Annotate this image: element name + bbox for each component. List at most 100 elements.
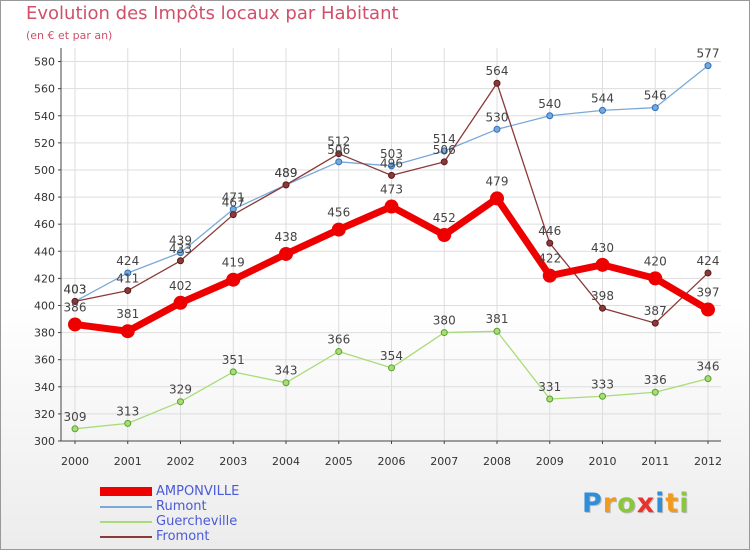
data-label-rumont: 403 (64, 282, 87, 296)
x-tick-label: 2000 (61, 455, 89, 468)
data-point-fromont (546, 239, 554, 247)
data-label-fromont: 403 (64, 282, 87, 296)
data-point-guercheville (493, 327, 501, 335)
data-point-fromont (651, 319, 659, 327)
data-point-rumont (177, 249, 184, 257)
data-label-rumont: 546 (644, 89, 667, 103)
data-label-amponville: 438 (275, 230, 298, 244)
y-tick-label: 500 (34, 164, 55, 177)
data-label-guercheville: 351 (222, 353, 245, 367)
data-label-fromont: 467 (222, 196, 245, 210)
chart-subtitle: (en € et par an) (26, 29, 113, 42)
data-label-fromont: 387 (644, 304, 667, 318)
data-point-guercheville (388, 364, 395, 372)
data-label-guercheville: 381 (486, 312, 509, 326)
data-point-guercheville (599, 392, 606, 400)
data-label-rumont: 424 (116, 254, 139, 268)
data-point-fromont (177, 257, 184, 265)
y-tick-label: 340 (34, 381, 55, 394)
data-label-fromont: 424 (697, 254, 720, 268)
data-point-amponville (120, 324, 135, 339)
data-label-guercheville: 380 (433, 314, 456, 328)
legend-swatch (100, 520, 152, 523)
data-label-guercheville: 366 (327, 333, 350, 347)
legend-item-guercheville: Guercheville (100, 514, 239, 529)
data-point-amponville (701, 302, 715, 317)
data-point-rumont (546, 112, 554, 120)
x-tick-label: 2001 (114, 455, 142, 468)
data-label-guercheville: 331 (538, 380, 561, 394)
data-point-guercheville (704, 375, 712, 383)
y-tick-label: 540 (34, 110, 55, 123)
data-point-rumont (440, 147, 448, 155)
data-point-rumont (493, 125, 501, 133)
data-point-amponville (68, 317, 82, 332)
x-tick-label: 2006 (378, 455, 406, 468)
y-tick-label: 520 (34, 137, 55, 150)
data-label-guercheville: 354 (380, 349, 403, 363)
x-tick-label: 2002 (167, 455, 195, 468)
logo-letter: i (679, 488, 690, 519)
x-tick-label: 2003 (219, 455, 247, 468)
data-label-amponville: 479 (486, 174, 509, 188)
data-point-fromont (229, 211, 237, 219)
data-point-fromont (388, 171, 395, 179)
logo-letter: r (602, 488, 618, 519)
data-point-fromont (71, 297, 79, 305)
data-label-guercheville: 343 (275, 364, 298, 378)
data-label-guercheville: 346 (697, 360, 720, 374)
y-tick-label: 320 (34, 408, 55, 421)
data-label-rumont: 514 (433, 132, 456, 146)
y-tick-label: 480 (34, 191, 55, 204)
data-label-fromont: 489 (275, 166, 298, 180)
legend-label: Guercheville (156, 514, 238, 529)
data-point-rumont (124, 269, 132, 277)
data-label-amponville: 456 (327, 206, 350, 220)
data-point-guercheville (124, 419, 132, 427)
data-point-amponville (542, 268, 557, 283)
data-label-rumont: 544 (591, 91, 614, 105)
data-point-fromont (493, 79, 501, 87)
logo-letter: i (655, 488, 666, 519)
data-label-fromont: 433 (169, 242, 192, 256)
data-label-rumont: 471 (222, 190, 245, 204)
data-label-fromont: 496 (380, 156, 403, 170)
data-label-fromont: 411 (116, 272, 139, 286)
data-point-guercheville (440, 329, 448, 337)
data-label-guercheville: 333 (591, 377, 614, 391)
data-point-amponville (595, 257, 610, 272)
logo-letter: x (636, 488, 656, 519)
data-label-amponville: 386 (64, 300, 87, 314)
data-point-rumont (651, 104, 659, 112)
data-label-fromont: 564 (486, 64, 509, 78)
y-tick-label: 560 (34, 83, 55, 96)
data-label-fromont: 512 (327, 135, 350, 149)
data-point-amponville (279, 246, 293, 261)
data-point-rumont (335, 158, 343, 166)
data-label-guercheville: 309 (64, 410, 87, 424)
data-label-amponville: 381 (116, 307, 139, 321)
legend-swatch (100, 487, 152, 496)
data-label-guercheville: 329 (169, 383, 192, 397)
x-tick-label: 2012 (694, 455, 722, 468)
y-tick-label: 300 (34, 435, 55, 448)
x-tick-label: 2005 (325, 455, 353, 468)
data-label-amponville: 402 (169, 279, 192, 293)
data-label-amponville: 397 (697, 286, 720, 300)
logo-letter: P (582, 488, 603, 519)
data-point-guercheville (177, 398, 184, 406)
x-tick-label: 2007 (430, 455, 458, 468)
data-point-fromont (335, 150, 343, 158)
data-label-rumont: 530 (486, 110, 509, 124)
data-point-rumont (388, 162, 395, 170)
data-point-guercheville (71, 425, 79, 433)
data-point-amponville (331, 222, 346, 237)
x-tick-label: 2010 (589, 455, 617, 468)
data-point-fromont (124, 287, 132, 295)
data-label-amponville: 473 (380, 183, 403, 197)
data-label-rumont: 540 (538, 97, 561, 111)
y-tick-label: 580 (34, 56, 55, 69)
y-tick-label: 460 (34, 218, 55, 231)
data-point-fromont (704, 269, 712, 277)
y-tick-label: 360 (34, 354, 55, 367)
